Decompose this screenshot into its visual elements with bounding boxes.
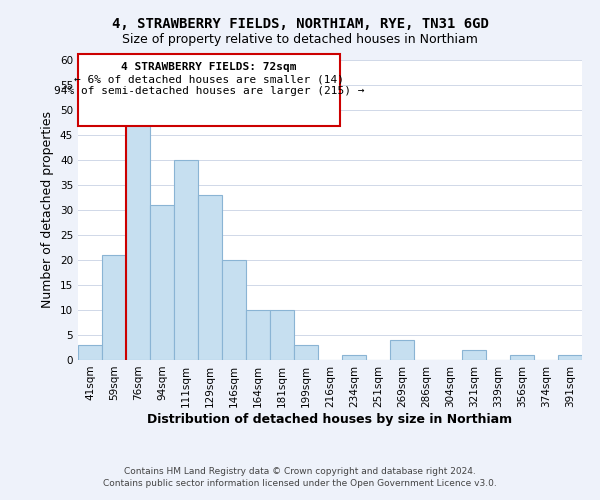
Bar: [558, 355, 582, 360]
Text: 94% of semi-detached houses are larger (215) →: 94% of semi-detached houses are larger (…: [54, 86, 364, 97]
X-axis label: Distribution of detached houses by size in Northiam: Distribution of detached houses by size …: [148, 412, 512, 426]
Bar: [198, 195, 222, 360]
Text: 4 STRAWBERRY FIELDS: 72sqm: 4 STRAWBERRY FIELDS: 72sqm: [121, 62, 297, 72]
Bar: [222, 260, 246, 360]
Bar: [246, 310, 270, 360]
Bar: [150, 205, 174, 360]
Bar: [270, 310, 294, 360]
Bar: [294, 345, 318, 360]
Bar: [390, 340, 414, 360]
Text: 4, STRAWBERRY FIELDS, NORTHIAM, RYE, TN31 6GD: 4, STRAWBERRY FIELDS, NORTHIAM, RYE, TN3…: [112, 18, 488, 32]
Y-axis label: Number of detached properties: Number of detached properties: [41, 112, 55, 308]
Bar: [102, 255, 126, 360]
Bar: [462, 350, 486, 360]
Bar: [126, 115, 150, 360]
Text: Size of property relative to detached houses in Northiam: Size of property relative to detached ho…: [122, 32, 478, 46]
Text: Contains HM Land Registry data © Crown copyright and database right 2024.: Contains HM Land Registry data © Crown c…: [124, 467, 476, 476]
Bar: [78, 345, 102, 360]
Text: ← 6% of detached houses are smaller (14): ← 6% of detached houses are smaller (14): [74, 74, 344, 84]
Bar: [510, 355, 534, 360]
Bar: [342, 355, 366, 360]
Bar: [174, 160, 198, 360]
Text: Contains public sector information licensed under the Open Government Licence v3: Contains public sector information licen…: [103, 478, 497, 488]
